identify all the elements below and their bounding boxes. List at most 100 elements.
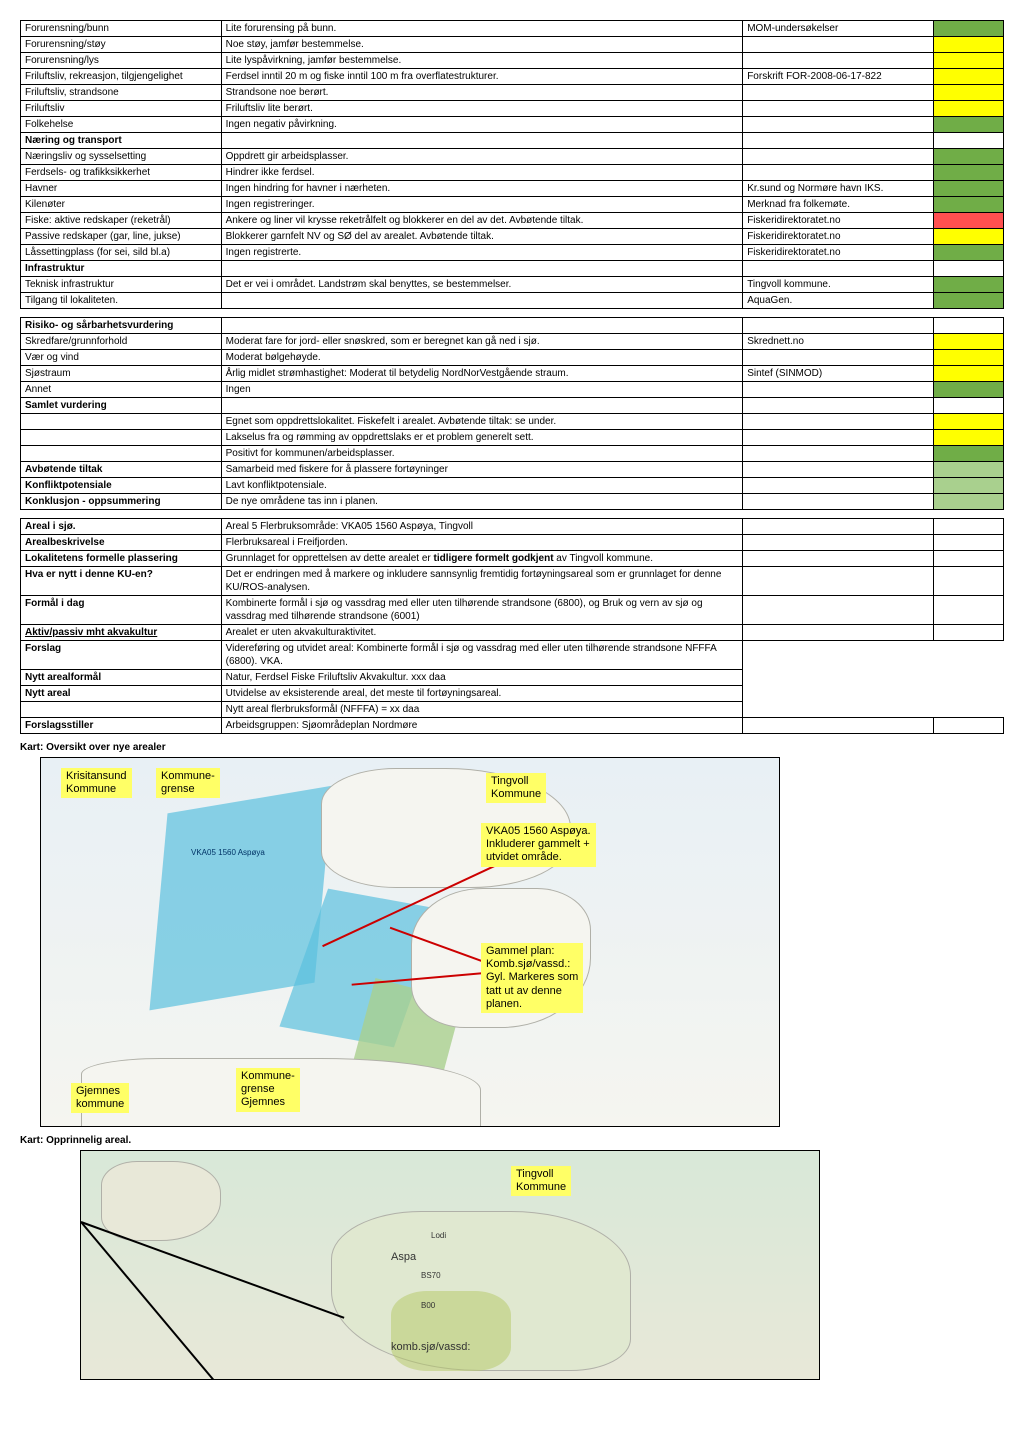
cell-source: [743, 430, 934, 446]
cell-desc: Det er vei i området. Landstrøm skal ben…: [221, 277, 743, 293]
table-row: Areal i sjø.Areal 5 Flerbruksområde: VKA…: [21, 519, 1004, 535]
map1-label-vka05: VKA05 1560 Aspøya. Inkluderer gammelt + …: [481, 823, 596, 867]
cell-label: Forurensning/lys: [21, 53, 222, 69]
cell-label: Fiske: aktive redskaper (reketrål): [21, 213, 222, 229]
cell-desc: Kombinerte formål i sjø og vassdrag med …: [221, 596, 743, 625]
cell-source: [743, 551, 934, 567]
cell-desc: [221, 398, 743, 414]
cell-indicator: [933, 245, 1003, 261]
cell-source: [743, 53, 934, 69]
cell-desc: Ingen: [221, 382, 743, 398]
cell-indicator: [933, 535, 1003, 551]
table-row: Samlet vurdering: [21, 398, 1004, 414]
cell-desc: Videreføring og utvidet areal: Kombinert…: [221, 641, 743, 670]
cell-desc: Arbeidsgruppen: Sjøområdeplan Nordmøre: [221, 718, 743, 734]
table-row: KilenøterIngen registreringer.Merknad fr…: [21, 197, 1004, 213]
table-row: Vær og vindModerat bølgehøyde.: [21, 350, 1004, 366]
cell-label: Areal i sjø.: [21, 519, 222, 535]
cell-indicator: [933, 133, 1003, 149]
cell-desc: Ferdsel inntil 20 m og fiske inntil 100 …: [221, 69, 743, 85]
table-row: Lokalitetens formelle plasseringGrunnlag…: [21, 551, 1004, 567]
cell-label: Lokalitetens formelle plassering: [21, 551, 222, 567]
cell-indicator: [933, 37, 1003, 53]
cell-label: Tilgang til lokaliteten.: [21, 293, 222, 309]
cell-source: [743, 117, 934, 133]
cell-indicator: [933, 398, 1003, 414]
cell-indicator: [933, 318, 1003, 334]
cell-indicator: [933, 519, 1003, 535]
cell-label: Havner: [21, 181, 222, 197]
map-2: Tingvoll Kommune Aspa komb.sjø/vassd: Lo…: [80, 1150, 820, 1380]
land-m2-1: [101, 1161, 221, 1241]
cell-label: Konfliktpotensiale: [21, 478, 222, 494]
cell-source: [743, 85, 934, 101]
cell-label: [21, 702, 222, 718]
table-row: Låssettingplass (for sei, sild bl.a)Inge…: [21, 245, 1004, 261]
cell-source: [743, 625, 934, 641]
table-row: Egnet som oppdrettslokalitet. Fiskefelt …: [21, 414, 1004, 430]
table-row: Næringsliv og sysselsettingOppdrett gir …: [21, 149, 1004, 165]
cell-source: Merknad fra folkemøte.: [743, 197, 934, 213]
table-row: Forurensning/lysLite lyspåvirkning, jamf…: [21, 53, 1004, 69]
cell-desc: Areal 5 Flerbruksområde: VKA05 1560 Aspø…: [221, 519, 743, 535]
cell-source: Sintef (SINMOD): [743, 366, 934, 382]
cell-desc: Oppdrett gir arbeidsplasser.: [221, 149, 743, 165]
cell-desc: Lavt konfliktpotensiale.: [221, 478, 743, 494]
cell-label: Annet: [21, 382, 222, 398]
table-row: Tilgang til lokaliteten.AquaGen.: [21, 293, 1004, 309]
cell-source: [743, 149, 934, 165]
cell-label: Nytt arealformål: [21, 670, 222, 686]
table-row: Positivt for kommunen/arbeidsplasser.: [21, 446, 1004, 462]
table-row: Aktiv/passiv mht akvakulturArealet er ut…: [21, 625, 1004, 641]
cell-source: [743, 350, 934, 366]
table-row: Hva er nytt i denne KU-en?Det er endring…: [21, 567, 1004, 596]
cell-label: Låssettingplass (for sei, sild bl.a): [21, 245, 222, 261]
cell-desc: Utvidelse av eksisterende areal, det mes…: [221, 686, 743, 702]
cell-label: Konklusjon - oppsummering: [21, 494, 222, 510]
map2-caption: Kart: Opprinnelig areal.: [20, 1135, 1004, 1146]
cell-label: Skredfare/grunnforhold: [21, 334, 222, 350]
cell-source: [743, 101, 934, 117]
cell-desc: Lite lyspåvirkning, jamfør bestemmelse.: [221, 53, 743, 69]
table-row: Skredfare/grunnforholdModerat fare for j…: [21, 334, 1004, 350]
cell-label: Infrastruktur: [21, 261, 222, 277]
cell-indicator: [933, 462, 1003, 478]
cell-desc: Arealet er uten akvakulturaktivitet.: [221, 625, 743, 641]
cell-label: Næring og transport: [21, 133, 222, 149]
cell-indicator: [933, 334, 1003, 350]
table-row: Teknisk infrastrukturDet er vei i område…: [21, 277, 1004, 293]
cell-desc: Flerbruksareal i Freifjorden.: [221, 535, 743, 551]
cell-indicator: [933, 261, 1003, 277]
cell-desc: Moderat fare for jord- eller snøskred, s…: [221, 334, 743, 350]
cell-indicator: [933, 718, 1003, 734]
cell-label: Vær og vind: [21, 350, 222, 366]
cell-label: Ferdsels- og trafikksikkerhet: [21, 165, 222, 181]
cell-label: Friluftsliv, rekreasjon, tilgjengelighet: [21, 69, 222, 85]
cell-indicator: [933, 181, 1003, 197]
cell-label: Nytt areal: [21, 686, 222, 702]
cell-source: [743, 535, 934, 551]
cell-desc: [221, 293, 743, 309]
table-row: Forurensning/støyNoe støy, jamfør bestem…: [21, 37, 1004, 53]
cell-source: Fiskeridirektoratet.no: [743, 213, 934, 229]
cell-indicator: [933, 277, 1003, 293]
cell-indicator: [933, 350, 1003, 366]
cell-source: Skrednett.no: [743, 334, 934, 350]
cell-source: [743, 519, 934, 535]
cell-label: [21, 430, 222, 446]
cell-indicator: [933, 382, 1003, 398]
table-row: Forurensning/bunnLite forurensing på bun…: [21, 21, 1004, 37]
table-row: SjøstraumÅrlig midlet strømhastighet: Mo…: [21, 366, 1004, 382]
assessment-table-2: Risiko- og sårbarhetsvurderingSkredfare/…: [20, 317, 1004, 510]
cell-source: [743, 165, 934, 181]
cell-label: Forslagsstiller: [21, 718, 222, 734]
map2-label-tingvoll: Tingvoll Kommune: [511, 1166, 571, 1196]
areal-table: Areal i sjø.Areal 5 Flerbruksområde: VKA…: [20, 518, 1004, 734]
overlay-area: [391, 1291, 511, 1371]
assessment-table-1: Forurensning/bunnLite forurensing på bun…: [20, 20, 1004, 309]
cell-indicator: [933, 197, 1003, 213]
cell-source: [743, 398, 934, 414]
cell-source: Fiskeridirektoratet.no: [743, 245, 934, 261]
cell-source: [743, 414, 934, 430]
cell-indicator: [933, 85, 1003, 101]
